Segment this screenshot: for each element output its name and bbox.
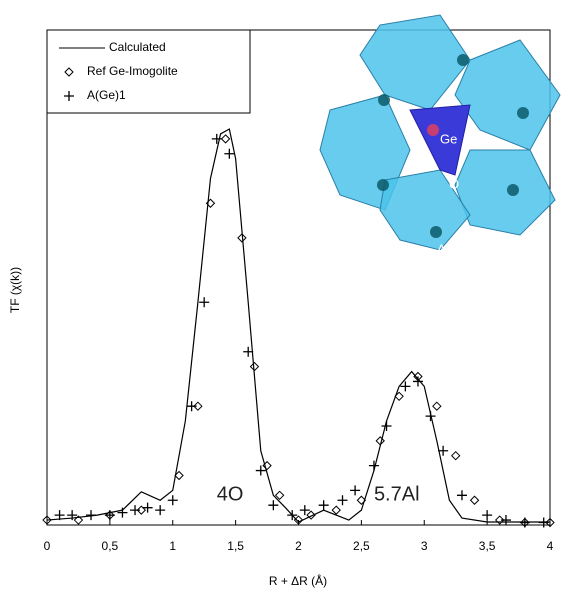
plus-marker: [381, 421, 392, 431]
plus-marker: [86, 510, 97, 521]
plus-marker: [211, 133, 222, 144]
plus-marker: [425, 411, 436, 422]
plus-marker: [155, 505, 166, 516]
x-tick-label: 3: [421, 539, 428, 553]
x-tick-label: 2,5: [353, 539, 370, 553]
diamond-marker: [193, 401, 203, 411]
plus-marker: [368, 460, 379, 471]
inset-structure: [319, 14, 561, 251]
plus-marker: [167, 495, 178, 506]
x-tick-label: 1: [169, 539, 176, 553]
plus-marker: [255, 465, 266, 476]
diamond-marker: [331, 505, 341, 515]
diamond-marker: [494, 515, 505, 525]
diamond-marker: [432, 401, 442, 411]
legend-swatch: [64, 91, 74, 101]
plus-marker: [337, 495, 348, 506]
plus-marker: [456, 490, 467, 501]
plus-marker: [268, 500, 279, 511]
inset-label: O: [449, 176, 459, 191]
diamond-marker: [375, 436, 385, 446]
x-tick-label: 1,5: [227, 539, 244, 553]
diamond-marker: [356, 495, 367, 505]
diamond-marker: [237, 233, 247, 243]
plus-marker: [299, 505, 310, 516]
legend-swatch: [64, 67, 74, 77]
diamond-marker: [249, 361, 260, 372]
plus-marker: [199, 297, 210, 308]
x-axis-label: R + ΔR (Å): [269, 573, 327, 588]
diamond-marker: [42, 515, 52, 525]
annotation: 4O: [217, 483, 244, 505]
diamond-marker: [394, 391, 404, 402]
plus-marker: [117, 507, 128, 518]
diamond-marker: [174, 470, 184, 481]
diamond-marker: [450, 450, 461, 461]
x-tick-label: 0,5: [102, 539, 119, 553]
diamond-marker: [293, 515, 304, 525]
inset-label: Al: [437, 241, 449, 256]
plus-marker: [243, 346, 254, 357]
plus-marker: [67, 510, 78, 521]
calculated-line: [46, 128, 550, 523]
plus-marker: [538, 517, 549, 528]
x-tick-label: 2: [295, 539, 302, 553]
plus-marker: [186, 401, 197, 412]
plus-marker: [482, 510, 493, 521]
diamond-marker: [274, 490, 285, 501]
legend-label: Calculated: [109, 40, 166, 54]
plus-marker: [400, 381, 411, 392]
plus-marker: [224, 148, 235, 159]
plus-marker: [519, 517, 530, 528]
diamond-marker: [136, 505, 147, 515]
legend-label: Ref Ge-Imogolite: [87, 64, 178, 78]
plus-marker: [287, 510, 298, 521]
plus-marker: [412, 376, 423, 387]
plus-marker: [54, 510, 65, 521]
diamond-marker: [73, 515, 84, 525]
x-tick-label: 3,5: [479, 539, 496, 553]
x-tick-label: 4: [547, 539, 554, 553]
diamond-marker: [205, 198, 216, 208]
plus-marker: [350, 485, 361, 496]
annotation: 5.7Al: [374, 483, 420, 505]
diamond-marker: [545, 517, 555, 528]
diamond-marker: [262, 460, 272, 471]
diamond-marker: [220, 134, 231, 144]
plus-marker: [500, 515, 511, 526]
plus-marker: [104, 510, 115, 521]
diamond-marker: [469, 495, 480, 505]
legend-label: A(Ge)1: [87, 88, 126, 102]
plus-marker: [318, 500, 329, 511]
plus-marker: [142, 502, 153, 513]
legend-box: [46, 29, 251, 114]
inset-label: Ge: [440, 131, 457, 146]
plus-marker: [438, 445, 449, 456]
plus-marker: [130, 505, 141, 516]
diamond-marker: [306, 510, 316, 520]
x-tick-label: 0: [44, 539, 51, 553]
y-axis-label: TF (χ(k)): [8, 267, 22, 313]
